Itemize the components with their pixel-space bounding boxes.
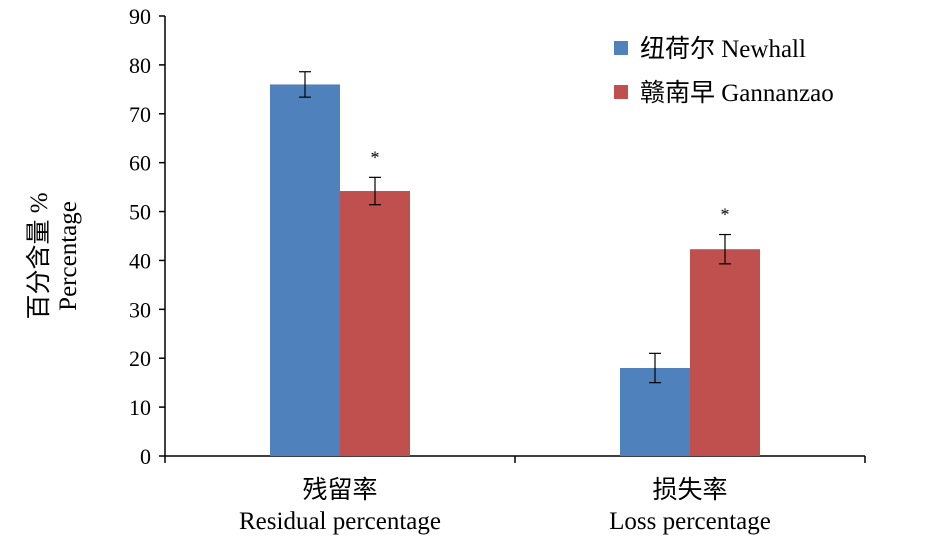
x-category-label-zh: 损失率 [652,476,727,504]
y-tick-label: 30 [129,297,151,322]
legend-swatch [614,41,628,55]
y-tick-label: 10 [129,395,151,420]
y-axis-title: 百分含量 % Percentage [25,192,82,319]
y-tick-label: 60 [129,151,151,176]
y-axis: 0 10 20 30 40 50 60 70 80 90 [129,4,166,469]
y-tick-label: 0 [140,444,151,469]
bar [270,84,340,456]
bar [340,191,410,456]
y-axis-title-zh: 百分含量 % [25,192,53,319]
legend-swatch [614,85,628,99]
bar [690,249,760,456]
bars-group: ** [270,71,760,456]
x-axis: 残留率 Residual percentage 损失率 Loss percentage [164,455,866,535]
y-tick-label: 40 [129,248,151,273]
legend: 纽荷尔 Newhall 赣南早 Gannanzao [614,35,834,107]
legend-label: 纽荷尔 Newhall [640,35,806,63]
y-tick-label: 90 [129,4,151,29]
significance-marker: * [721,205,730,225]
x-category-label-en: Loss percentage [609,508,771,535]
y-tick-label: 70 [129,102,151,127]
significance-marker: * [371,147,380,167]
x-category-label-en: Residual percentage [239,508,441,535]
y-tick-label: 20 [129,346,151,371]
y-tick-label: 80 [129,53,151,78]
x-category-label-zh: 残留率 [302,476,377,504]
y-axis-title-en: Percentage [55,201,82,311]
y-tick-label: 50 [129,200,151,225]
legend-label: 赣南早 Gannanzao [640,79,834,107]
